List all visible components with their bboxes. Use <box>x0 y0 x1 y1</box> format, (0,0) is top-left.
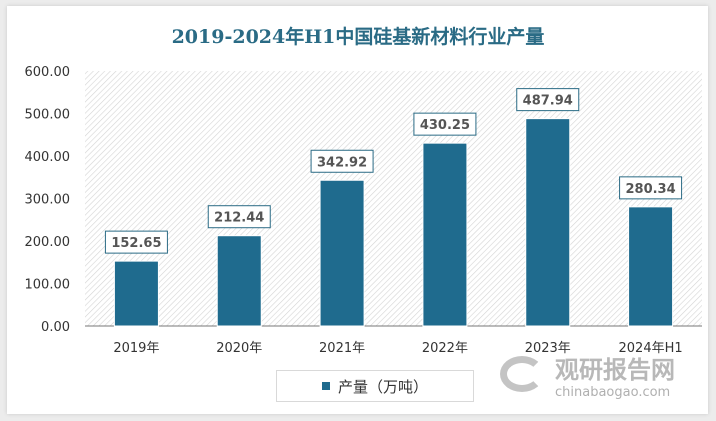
y-tick-label: 600.00 <box>25 65 71 80</box>
data-label-box <box>104 230 168 254</box>
data-label: 212.44 <box>214 211 264 226</box>
bar <box>216 235 262 327</box>
watermark-cn: 观研报告网 <box>555 356 675 384</box>
data-label: 487.94 <box>523 94 573 109</box>
watermark-logo-icon <box>500 356 544 392</box>
data-label: 280.34 <box>625 182 675 197</box>
data-label: 342.92 <box>317 155 367 170</box>
y-tick-label: 100.00 <box>25 278 71 293</box>
legend-swatch <box>321 382 330 390</box>
bar <box>628 206 674 327</box>
data-label-box <box>207 205 271 229</box>
data-label: 430.25 <box>420 118 470 133</box>
x-tick-label: 2021年 <box>319 341 365 356</box>
data-label-box <box>516 88 580 112</box>
chart-title: 2019-2024年H1中国硅基新材料行业产量 <box>171 26 545 48</box>
plot-area <box>85 71 702 326</box>
y-tick-label: 400.00 <box>25 150 71 165</box>
data-label-box <box>619 176 683 200</box>
legend: 产量（万吨） <box>276 370 474 402</box>
watermark-en: chinabaogao.com <box>555 385 671 400</box>
y-tick-label: 500.00 <box>25 108 71 123</box>
x-tick-label: 2022年 <box>422 341 468 356</box>
bar <box>422 142 468 327</box>
data-label-box <box>310 149 374 173</box>
bar <box>525 118 571 327</box>
data-label: 152.65 <box>111 236 161 251</box>
x-tick-label: 2020年 <box>216 341 262 356</box>
y-tick-label: 300.00 <box>25 193 71 208</box>
data-label-box <box>413 112 477 136</box>
legend-label: 产量（万吨） <box>337 377 428 396</box>
x-tick-label: 2023年 <box>525 341 571 356</box>
x-tick-label: 2019年 <box>113 341 159 356</box>
x-tick-label: 2024年H1 <box>619 341 683 356</box>
watermark: 观研报告网 chinabaogao.com <box>500 350 675 400</box>
y-tick-label: 200.00 <box>25 235 71 250</box>
bar <box>319 179 365 327</box>
bar <box>113 260 159 327</box>
y-tick-label: 0.00 <box>41 320 70 335</box>
